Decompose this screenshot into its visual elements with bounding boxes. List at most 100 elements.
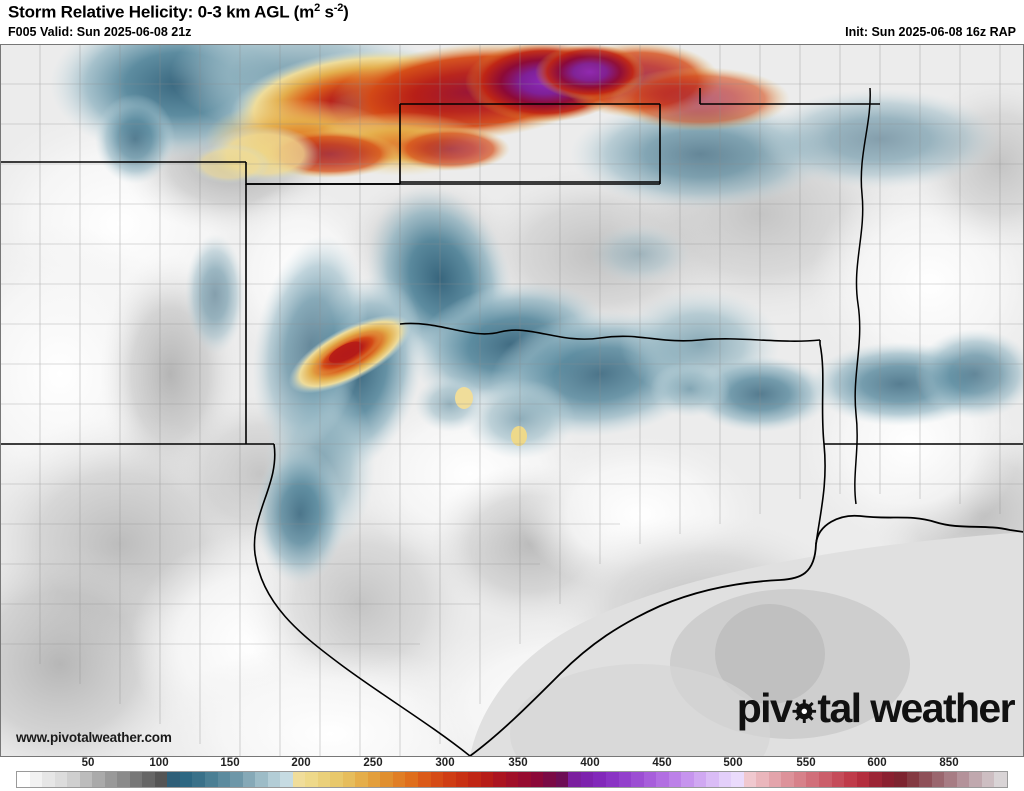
colorbar-tick-250: 250 [363,757,383,769]
colorbar-swatch-51 [656,772,669,787]
colorbar-swatch-39 [505,772,519,787]
colorbar-swatch-57 [731,772,744,787]
colorbar-swatch-48 [618,772,632,787]
colorbar-swatch-49 [631,772,644,787]
colorbar-swatch-18 [242,772,256,787]
colorbar-swatch-14 [192,772,205,787]
colorbar-swatch-75 [956,772,970,787]
colorbar-swatch-4 [67,772,80,787]
colorbar-swatch-6 [92,772,105,787]
colorbar-swatch-13 [179,772,193,787]
colorbar-swatch-66 [844,772,857,787]
colorbar-legend: 50 100 150 200 250 300 350 400 450 500 550 600 850 [0,757,1024,791]
pivotal-weather-logo: piv tal weather [736,685,1016,731]
colorbar-tick-850: 850 [939,757,959,769]
colorbar-swatch-73 [931,772,945,787]
colorbar-swatch-31 [405,772,418,787]
colorbar-swatch-59 [756,772,769,787]
colorbar-swatch-20 [267,772,281,787]
colorbar-swatch-77 [981,772,995,787]
colorbar-swatch-7 [104,772,118,787]
colorbar-swatch-69 [881,772,895,787]
colorbar-tick-150: 150 [220,757,240,769]
colorbar-tick-350: 350 [508,757,528,769]
colorbar-swatch-76 [969,772,982,787]
colorbar-swatch-19 [255,772,268,787]
colorbar-swatch-45 [580,772,594,787]
colorbar-swatch-17 [230,772,243,787]
colorbar-swatch-58 [743,772,757,787]
colorbar-swatch-46 [593,772,606,787]
colorbar-swatch-26 [342,772,356,787]
colorbar-swatch-27 [355,772,368,787]
west-texas-srh-maximum [288,314,412,394]
colorbar-swatch-34 [443,772,456,787]
colorbar-swatch-78 [994,772,1007,787]
colorbar-swatch-43 [555,772,569,787]
colorbar-swatch-11 [154,772,168,787]
colorbar-swatch-5 [79,772,93,787]
colorbar-tick-100: 100 [149,757,169,769]
colorbar-swatch-0 [17,772,30,787]
colorbar-swatch-30 [392,772,406,787]
colorbar-swatch-62 [793,772,807,787]
colorbar-tick-300: 300 [435,757,455,769]
colorbar-tick-550: 550 [796,757,816,769]
colorbar-swatch-63 [806,772,819,787]
colorbar-swatch-67 [856,772,870,787]
gear-icon [792,699,817,724]
colorbar-swatch-3 [54,772,68,787]
map-header: Storm Relative Helicity: 0-3 km AGL (m2 … [0,0,1024,44]
colorbar-swatch-52 [668,772,682,787]
colorbar-swatch-2 [42,772,55,787]
logo-text-part2: tal weather [817,685,1015,731]
colorbar-swatch-70 [894,772,907,787]
colorbar-swatch-12 [167,772,180,787]
colorbar-swatch-29 [380,772,393,787]
colorbar-swatch-36 [468,772,481,787]
colorbar-swatch-15 [204,772,218,787]
colorbar-swatch-53 [681,772,694,787]
colorbar-swatch-68 [869,772,882,787]
colorbar-swatch-16 [217,772,231,787]
colorbar-swatch-72 [919,772,932,787]
colorbar-swatch-56 [718,772,732,787]
state-borders [0,87,1024,757]
colorbar-tick-500: 500 [723,757,743,769]
colorbar-swatch-60 [768,772,782,787]
colorbar-swatch-55 [706,772,719,787]
colorbar-swatch-37 [480,772,494,787]
colorbar-swatch-1 [29,772,43,787]
title-superscript-2: -2 [333,2,344,14]
init-time-label: Init: Sun 2025-06-08 16z RAP [845,25,1016,39]
colorbar-swatch-25 [330,772,343,787]
colorbar-gradient[interactable] [16,771,1008,788]
colorbar-swatch-28 [367,772,381,787]
title-main-text: Storm Relative Helicity: 0-3 km AGL (m [8,2,315,22]
valid-time-label: F005 Valid: Sun 2025-06-08 21z [8,25,192,39]
gulf-of-mexico [470,532,1024,757]
logo-text-part1: piv [736,685,793,731]
colorbar-swatch-24 [317,772,331,787]
map-field-layer [0,44,1024,757]
colorbar-swatch-44 [568,772,581,787]
colorbar-tick-labels: 50 100 150 200 250 300 350 400 450 500 550 600 850 [0,757,1024,771]
colorbar-swatch-61 [781,772,794,787]
colorbar-swatch-64 [819,772,832,787]
county-borders [0,44,1024,757]
map-svg [0,44,1024,757]
colorbar-tick-400: 400 [580,757,600,769]
colorbar-swatch-32 [418,772,431,787]
colorbar-tick-50: 50 [81,757,95,769]
colorbar-swatch-50 [643,772,657,787]
colorbar-swatch-41 [530,772,544,787]
colorbar-tick-200: 200 [291,757,311,769]
title-superscript-1: 2 [314,2,320,14]
map-canvas[interactable]: www.pivotalweather.com piv tal weather [0,44,1024,757]
colorbar-tick-600: 600 [867,757,887,769]
colorbar-swatch-38 [493,772,506,787]
colorbar-swatch-54 [693,772,707,787]
colorbar-swatch-65 [831,772,845,787]
page-title: Storm Relative Helicity: 0-3 km AGL (m2 … [8,2,349,23]
